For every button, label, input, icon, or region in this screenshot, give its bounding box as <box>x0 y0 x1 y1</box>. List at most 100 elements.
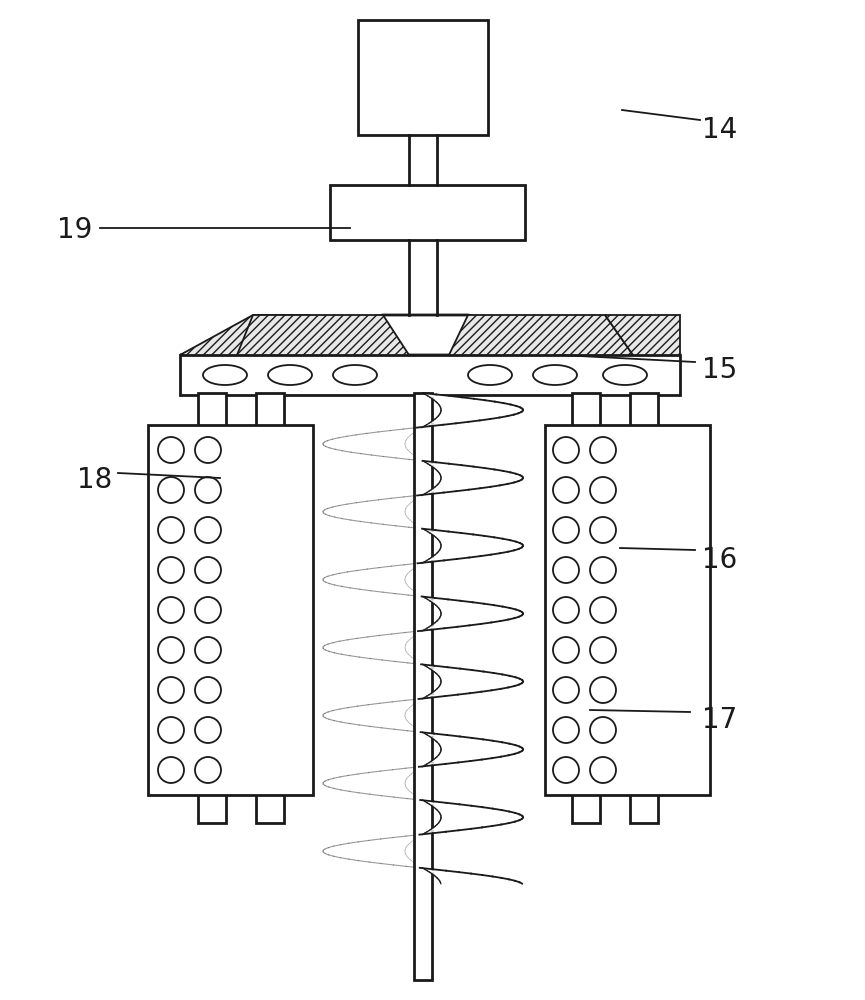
Polygon shape <box>432 399 485 400</box>
Polygon shape <box>441 748 523 749</box>
Polygon shape <box>435 825 501 826</box>
Polygon shape <box>439 540 516 542</box>
Polygon shape <box>438 403 510 405</box>
Polygon shape <box>439 482 514 484</box>
Polygon shape <box>432 827 482 829</box>
Circle shape <box>195 557 221 583</box>
Polygon shape <box>435 757 501 758</box>
Circle shape <box>158 717 184 743</box>
Circle shape <box>590 677 616 703</box>
Ellipse shape <box>603 365 647 385</box>
Ellipse shape <box>268 365 312 385</box>
Polygon shape <box>449 315 633 355</box>
Polygon shape <box>429 490 469 491</box>
Polygon shape <box>435 485 500 487</box>
Polygon shape <box>426 423 456 425</box>
Bar <box>180 355 680 395</box>
Circle shape <box>158 477 184 503</box>
Polygon shape <box>425 696 445 698</box>
Polygon shape <box>417 494 431 495</box>
Polygon shape <box>439 405 516 406</box>
Polygon shape <box>434 604 494 605</box>
Circle shape <box>590 437 616 463</box>
Circle shape <box>158 677 184 703</box>
Polygon shape <box>440 475 522 477</box>
Polygon shape <box>430 804 471 806</box>
Polygon shape <box>421 664 434 666</box>
Ellipse shape <box>333 365 377 385</box>
Polygon shape <box>440 412 522 413</box>
Polygon shape <box>425 734 447 735</box>
Polygon shape <box>435 621 500 622</box>
Polygon shape <box>437 552 508 553</box>
Polygon shape <box>437 484 508 485</box>
Polygon shape <box>440 683 522 685</box>
Polygon shape <box>429 693 470 695</box>
Circle shape <box>553 637 579 663</box>
Polygon shape <box>437 620 508 621</box>
Polygon shape <box>440 882 522 884</box>
Bar <box>198 393 226 823</box>
Polygon shape <box>432 556 481 558</box>
Polygon shape <box>432 670 484 672</box>
Polygon shape <box>439 474 520 475</box>
Polygon shape <box>440 547 522 549</box>
Polygon shape <box>439 608 516 609</box>
Polygon shape <box>418 630 432 631</box>
Polygon shape <box>438 674 509 676</box>
Bar <box>572 393 600 823</box>
Polygon shape <box>440 543 522 545</box>
Polygon shape <box>436 809 502 810</box>
Polygon shape <box>605 315 680 355</box>
Bar <box>256 393 284 823</box>
Polygon shape <box>437 742 509 744</box>
Circle shape <box>590 597 616 623</box>
Polygon shape <box>439 413 518 415</box>
Polygon shape <box>441 749 523 751</box>
Polygon shape <box>433 622 491 624</box>
Polygon shape <box>426 559 457 560</box>
Text: 14: 14 <box>702 116 738 144</box>
Polygon shape <box>440 819 522 820</box>
Polygon shape <box>441 409 523 410</box>
Polygon shape <box>439 415 514 416</box>
Polygon shape <box>441 612 523 614</box>
Polygon shape <box>420 868 433 869</box>
Circle shape <box>553 517 579 543</box>
Polygon shape <box>429 761 471 762</box>
Polygon shape <box>433 690 491 692</box>
Polygon shape <box>419 765 432 767</box>
Bar <box>358 20 488 135</box>
Polygon shape <box>432 467 484 468</box>
Text: 17: 17 <box>702 706 738 734</box>
Polygon shape <box>432 624 481 625</box>
Polygon shape <box>440 611 522 612</box>
Circle shape <box>195 437 221 463</box>
Polygon shape <box>441 682 523 683</box>
Polygon shape <box>440 407 522 409</box>
Polygon shape <box>427 871 459 872</box>
Polygon shape <box>427 599 461 601</box>
Bar <box>414 393 432 980</box>
Polygon shape <box>435 689 501 690</box>
Polygon shape <box>428 396 462 397</box>
Polygon shape <box>431 420 480 422</box>
Polygon shape <box>434 468 495 469</box>
Circle shape <box>590 517 616 543</box>
Polygon shape <box>432 488 480 490</box>
Polygon shape <box>439 879 515 881</box>
Polygon shape <box>418 562 431 563</box>
Polygon shape <box>438 539 510 540</box>
Polygon shape <box>441 410 523 412</box>
Polygon shape <box>441 680 523 682</box>
Polygon shape <box>427 532 461 533</box>
Polygon shape <box>429 558 469 559</box>
Polygon shape <box>439 542 520 543</box>
Polygon shape <box>434 672 494 673</box>
Polygon shape <box>439 822 515 823</box>
Polygon shape <box>429 625 470 627</box>
Circle shape <box>158 437 184 463</box>
Polygon shape <box>429 829 471 830</box>
Polygon shape <box>439 472 516 474</box>
Polygon shape <box>436 741 502 742</box>
